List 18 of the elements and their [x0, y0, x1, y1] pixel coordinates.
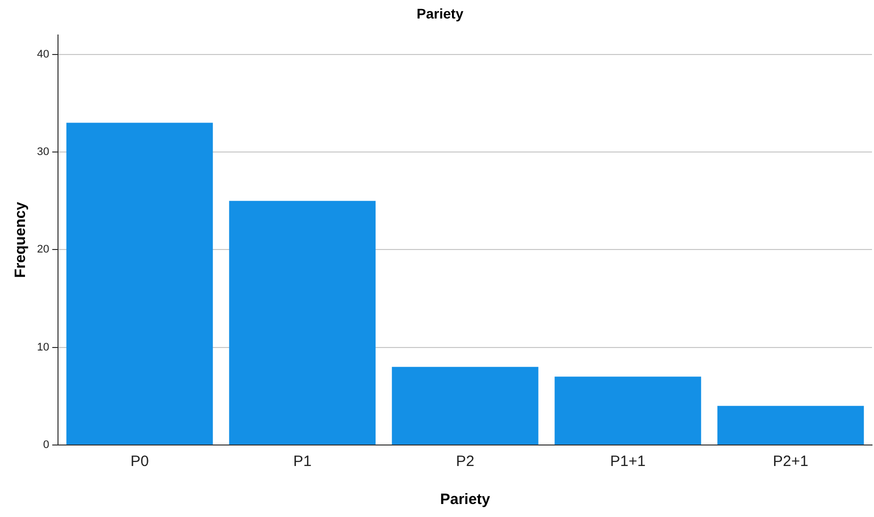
bar: [392, 366, 538, 444]
y-tick-label: 30: [36, 146, 50, 158]
y-axis-title: Frequency: [12, 201, 30, 278]
x-tick-label: P1+1: [610, 453, 646, 470]
y-tick-label: 20: [36, 244, 50, 256]
x-axis-title: Pariety: [440, 491, 491, 508]
bar: [554, 376, 702, 444]
chart-title: Pariety: [416, 5, 464, 22]
x-tick-label: P2: [456, 453, 474, 470]
y-tick-label: 10: [36, 341, 50, 354]
x-tick-label: P2+1: [772, 453, 808, 470]
bar: [66, 122, 213, 444]
y-tick-label: 0: [43, 439, 50, 452]
bar: [229, 200, 376, 444]
x-tick-label: P0: [130, 453, 149, 470]
bar: [717, 406, 864, 444]
y-tick-label: 40: [36, 48, 50, 60]
x-tick-label: P1: [293, 453, 312, 470]
